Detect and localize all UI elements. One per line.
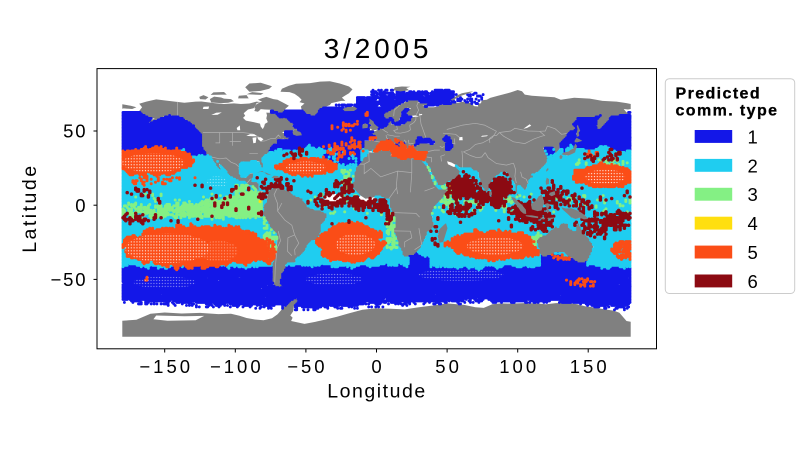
svg-text:3/2005: 3/2005	[324, 33, 432, 64]
svg-text:Longitude: Longitude	[327, 381, 427, 403]
svg-text:comm. type: comm. type	[676, 103, 779, 120]
svg-text:−150: −150	[139, 356, 193, 377]
svg-text:150: 150	[570, 356, 610, 377]
svg-text:50: 50	[63, 121, 87, 142]
svg-text:2: 2	[748, 155, 758, 176]
svg-text:−50: −50	[51, 269, 88, 290]
svg-text:−50: −50	[287, 356, 327, 377]
svg-text:5: 5	[748, 242, 758, 263]
svg-text:1: 1	[748, 126, 758, 147]
svg-text:Predicted: Predicted	[676, 86, 762, 103]
svg-text:6: 6	[748, 271, 758, 292]
svg-text:3: 3	[748, 184, 758, 205]
svg-text:0: 0	[371, 356, 384, 377]
svg-text:−100: −100	[210, 356, 264, 377]
svg-text:100: 100	[499, 356, 539, 377]
svg-text:Latitude: Latitude	[19, 163, 41, 252]
svg-text:50: 50	[435, 356, 462, 377]
svg-text:4: 4	[748, 213, 758, 234]
svg-text:0: 0	[75, 195, 87, 216]
